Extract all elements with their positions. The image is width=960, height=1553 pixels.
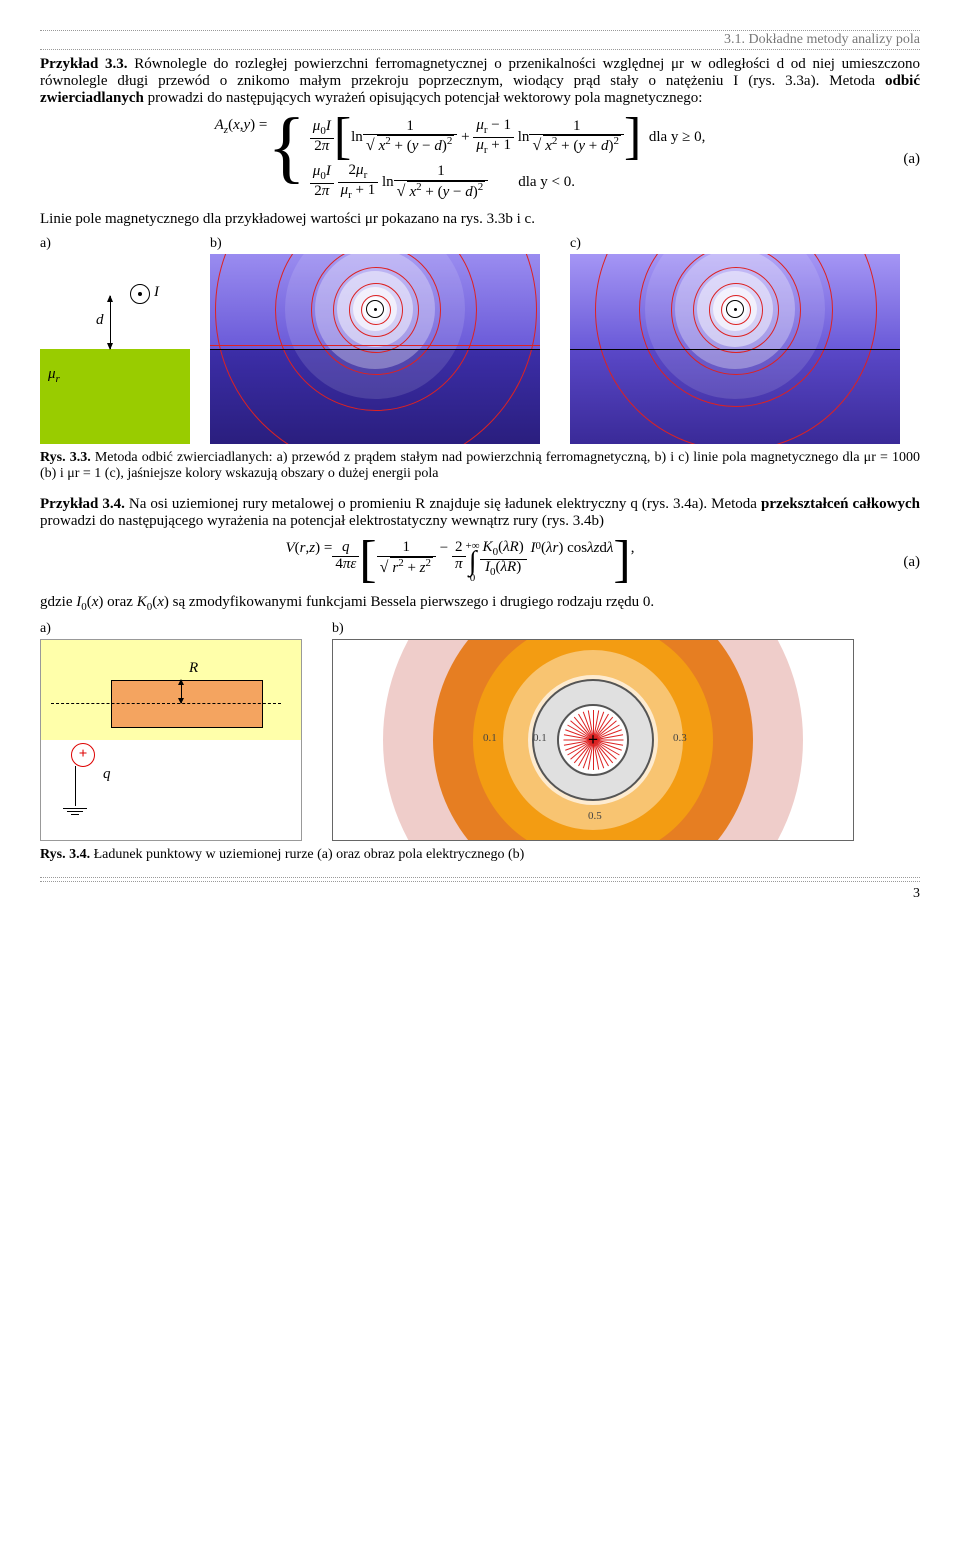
fig33-caption-lead: Rys. 3.3. — [40, 450, 91, 465]
ground-stem — [75, 766, 76, 806]
radius-arrow — [181, 680, 182, 703]
fig34-label-a: a) — [40, 621, 302, 637]
fig34-label-b: b) — [332, 621, 854, 637]
distance-arrow — [110, 296, 111, 349]
charge-icon: + — [71, 743, 95, 767]
fig33-label-b: b) — [210, 236, 560, 252]
fig34-caption-lead: Rys. 3.4. — [40, 847, 90, 862]
ground-icon — [63, 806, 87, 820]
example-3-3-text: Przykład 3.3. Równolegle do rozległej po… — [40, 56, 920, 107]
method-name-2: przekształceń całkowych — [761, 496, 920, 512]
example-3-3-body1: Równolegle do rozległej powierzchni ferr… — [40, 56, 920, 89]
fig34-caption-text: Ładunek punktowy w uziemionej rurze (a) … — [94, 847, 525, 862]
label-I: I — [154, 284, 159, 301]
figure-3-4-row: a) R + q b) +0.10.10.30.5 — [40, 621, 920, 841]
equation-a-34: V(r, z) = q4πε [ 1√r2 + z2 − 2π +∞ ∫ 0 K… — [40, 540, 920, 584]
label-d: d — [96, 312, 104, 329]
after-eq-34: gdzie I0(x) oraz K0(x) są zmodyfikowanym… — [40, 594, 920, 613]
footer-rule — [40, 877, 920, 882]
eq-tag-33: (a) — [880, 151, 920, 168]
eq-tag-34: (a) — [880, 554, 920, 571]
example-3-4-body2: prowadzi do następującego wyrażenia na p… — [40, 513, 604, 529]
fig33-caption-text: Metoda odbić zwierciadlanych: a) przewód… — [40, 450, 920, 481]
current-out-icon — [130, 284, 150, 304]
equation-a-33: Az(x, y) = { μ0I2π [ ln 1√x2 + (y − d)2 … — [40, 117, 920, 201]
fig34-diagram-b: +0.10.10.30.5 — [332, 639, 854, 841]
pipe-rect — [111, 680, 263, 728]
example-3-4-text: Przykład 3.4. Na osi uziemionej rury met… — [40, 496, 920, 530]
example-3-4-lead: Przykład 3.4. — [40, 496, 125, 512]
page-number: 3 — [40, 886, 920, 902]
fig33-label-c: c) — [570, 236, 920, 252]
fig34-diagram-a: R + q — [40, 639, 302, 841]
fig33-panel-b — [210, 254, 540, 444]
label-q: q — [103, 766, 111, 783]
label-mu: μr — [48, 366, 60, 385]
eq-cond1: dla y ≥ 0, — [649, 129, 706, 146]
figure-3-3-row: a) I d μr b) c) — [40, 236, 920, 444]
axis-line — [51, 703, 281, 704]
example-3-3-lead: Przykład 3.3. — [40, 56, 128, 72]
label-R: R — [189, 660, 198, 677]
fig34-caption: Rys. 3.4. Ładunek punktowy w uziemionej … — [40, 847, 920, 863]
eq-cond2: dla y < 0. — [518, 174, 575, 191]
example-3-4-body1: Na osi uziemionej rury metalowej o promi… — [129, 496, 761, 512]
fig33-label-a: a) — [40, 236, 200, 252]
after-eq-33: Linie pole magnetycznego dla przykładowe… — [40, 211, 920, 228]
fig33-panel-c — [570, 254, 900, 444]
example-3-3-body2: prowadzi do następujących wyrażeń opisuj… — [144, 90, 703, 106]
running-header: 3.1. Dokładne metody analizy pola — [40, 30, 920, 50]
fig33-caption: Rys. 3.3. Metoda odbić zwierciadlanych: … — [40, 450, 920, 482]
fig33-diagram-a: I d μr — [40, 254, 190, 444]
